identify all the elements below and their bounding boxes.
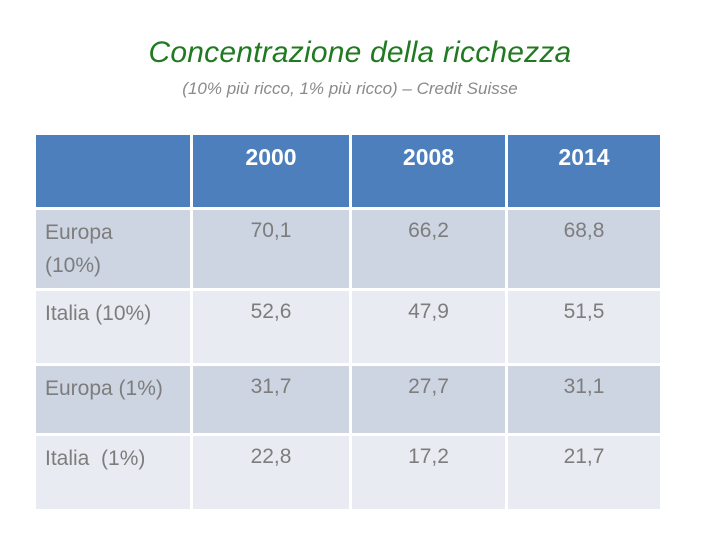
value-cell: 47,9 (352, 291, 505, 363)
value-cell: 27,7 (352, 366, 505, 433)
value-cell: 21,7 (508, 436, 660, 509)
slide-subtitle: (10% più ricco, 1% più ricco) – Credit S… (182, 79, 518, 98)
value-cell: 31,7 (193, 366, 349, 433)
value-cell: 68,8 (508, 210, 660, 288)
slide-title: Concentrazione della ricchezza (148, 36, 572, 69)
value-cell: 31,1 (508, 366, 660, 433)
wealth-concentration-table: 2000 2008 2014 Europa (10%) 70,1 66,2 68… (36, 135, 660, 509)
row-label-italia-10: Italia (10%) (36, 291, 190, 363)
row-label-europa-1: Europa (1%) (36, 366, 190, 433)
value-cell: 51,5 (508, 291, 660, 363)
value-cell: 66,2 (352, 210, 505, 288)
column-header-2000: 2000 (193, 135, 349, 207)
column-header-2008: 2008 (352, 135, 505, 207)
corner-header-cell (36, 135, 190, 207)
value-cell: 52,6 (193, 291, 349, 363)
row-label-italia-1: Italia (1%) (36, 436, 190, 509)
column-header-2014: 2014 (508, 135, 660, 207)
value-cell: 17,2 (352, 436, 505, 509)
value-cell: 22,8 (193, 436, 349, 509)
value-cell: 70,1 (193, 210, 349, 288)
row-label-europa-10: Europa (10%) (36, 210, 190, 288)
